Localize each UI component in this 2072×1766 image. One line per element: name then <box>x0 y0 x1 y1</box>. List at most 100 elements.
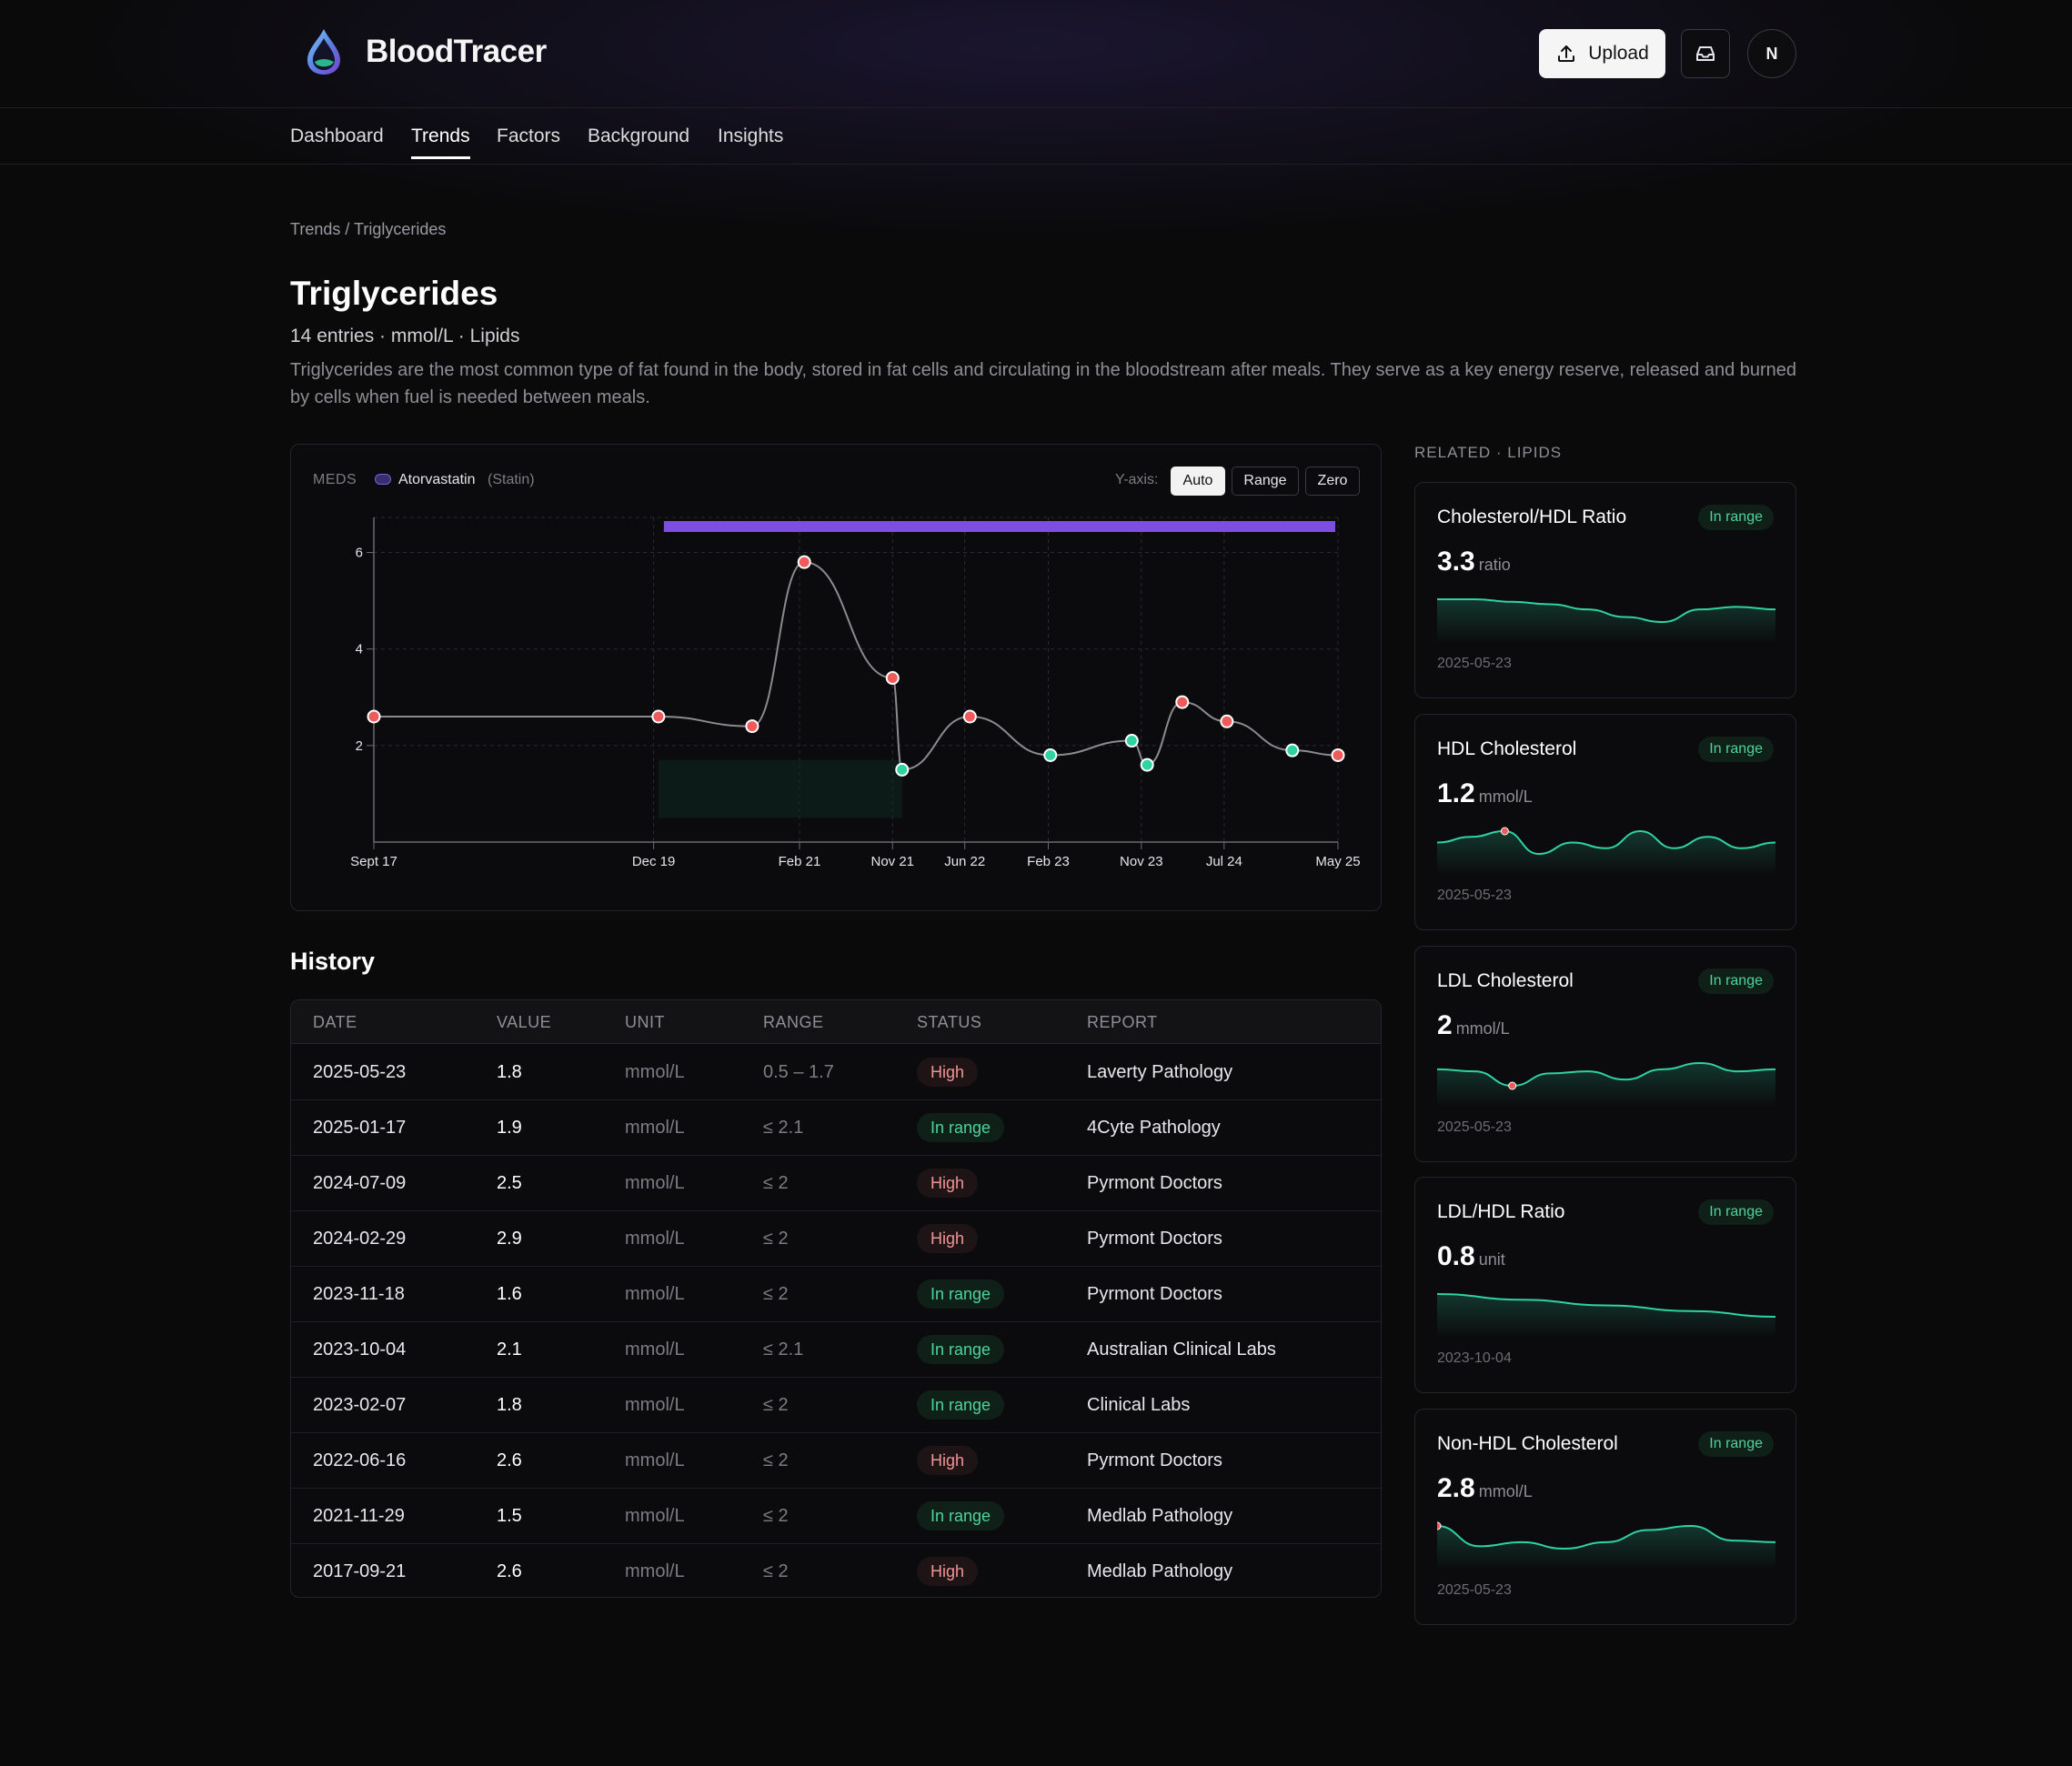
table-row[interactable]: 2022-06-16 2.6 mmol/L ≤ 2 High Pyrmont Doctor… <box>291 1433 1381 1489</box>
row-report[interactable]: Clinical Labs <box>1087 1395 1191 1415</box>
inbox-button[interactable] <box>1681 29 1730 78</box>
status-badge: High <box>917 1446 979 1475</box>
x-tick-label: Dec 19 <box>632 854 676 869</box>
top-bar: BloodTracer Upload N <box>0 0 2072 108</box>
column-header-report[interactable]: REPORT <box>1087 1013 1158 1031</box>
sparkline-flag-point <box>1437 1521 1442 1530</box>
related-card-date: 2025-05-23 <box>1437 888 1512 903</box>
row-date: 2023-10-04 <box>313 1340 407 1360</box>
table-row[interactable]: 2021-11-29 1.5 mmol/L ≤ 2 In range Medlab Pat… <box>291 1489 1381 1544</box>
medication-name[interactable]: Atorvastatin <box>398 472 476 487</box>
sparkline-area <box>1437 1294 1775 1338</box>
main-nav: Dashboard Trends Factors Background Insi… <box>0 109 2072 165</box>
yaxis-auto-button[interactable]: Auto <box>1171 467 1225 496</box>
related-value-number: 1.2 <box>1437 778 1475 808</box>
column-header-range[interactable]: RANGE <box>763 1013 824 1031</box>
status-badge: High <box>917 1557 979 1586</box>
breadcrumb[interactable]: Trends / Triglycerides <box>290 220 447 238</box>
page-description: Triglycerides are the most common type o… <box>290 360 1797 407</box>
row-value: 1.8 <box>497 1062 522 1082</box>
sparkline-area <box>1437 599 1775 643</box>
nav-tab-insights[interactable]: Insights <box>718 125 784 146</box>
sparkline-flag-point <box>1508 1081 1517 1090</box>
related-card-name: LDL/HDL Ratio <box>1437 1201 1565 1222</box>
related-card-value: 3.3 ratio <box>1437 547 1511 577</box>
related-card[interactable]: LDL/HDL Ratio In range 0.8 unit 2023-10-04 <box>1414 1177 1796 1393</box>
column-header-value[interactable]: VALUE <box>497 1013 552 1031</box>
row-report[interactable]: Australian Clinical Labs <box>1087 1340 1276 1360</box>
medication-class: (Statin) <box>488 472 535 487</box>
row-unit: mmol/L <box>625 1506 685 1526</box>
data-point <box>797 555 811 569</box>
related-card[interactable]: HDL Cholesterol In range 1.2 mmol/L 2025-05-… <box>1414 714 1796 930</box>
table-row[interactable]: 2024-02-29 2.9 mmol/L ≤ 2 High Pyrmont Doctor… <box>291 1211 1381 1267</box>
data-point <box>651 709 666 724</box>
column-header-date[interactable]: DATE <box>313 1013 357 1031</box>
nav-tab-background[interactable]: Background <box>588 125 690 146</box>
row-range: ≤ 2 <box>763 1173 789 1193</box>
sparkline-line <box>1437 1293 1775 1318</box>
row-date: 2024-02-29 <box>313 1229 407 1249</box>
yaxis-range-button[interactable]: Range <box>1232 467 1299 496</box>
upload-label: Upload <box>1588 43 1649 64</box>
table-row[interactable]: 2025-01-17 1.9 mmol/L ≤ 2.1 In range 4Cyte Pa… <box>291 1100 1381 1156</box>
yaxis-label: Y-axis: <box>1115 472 1159 487</box>
nav-tab-dashboard[interactable]: Dashboard <box>290 125 384 146</box>
nav-tab-factors[interactable]: Factors <box>497 125 561 146</box>
history-table: DATE VALUE UNIT RANGE STATUS REPORT 2025… <box>290 999 1382 1598</box>
column-header-status[interactable]: STATUS <box>917 1013 982 1031</box>
x-tick-label: Jul 24 <box>1206 854 1242 869</box>
x-tick-label: May 25 <box>1315 854 1360 869</box>
row-report[interactable]: Laverty Pathology <box>1087 1062 1233 1082</box>
row-report[interactable]: Pyrmont Doctors <box>1087 1284 1222 1304</box>
table-row[interactable]: 2023-02-07 1.8 mmol/L ≤ 2 In range Clinical L… <box>291 1378 1381 1433</box>
table-row[interactable]: 2024-07-09 2.5 mmol/L ≤ 2 High Pyrmont Doctor… <box>291 1156 1381 1211</box>
user-avatar[interactable]: N <box>1747 29 1796 78</box>
data-point <box>895 762 910 777</box>
row-date: 2024-07-09 <box>313 1173 407 1193</box>
sparkline <box>1437 1521 1775 1570</box>
upload-button[interactable]: Upload <box>1539 29 1665 78</box>
row-report[interactable]: Medlab Pathology <box>1087 1561 1233 1581</box>
y-tick-label: 2 <box>356 738 363 754</box>
table-row[interactable]: 2023-11-18 1.6 mmol/L ≤ 2 In range Pyrmont Do… <box>291 1267 1381 1322</box>
related-card-date: 2023-10-04 <box>1437 1350 1512 1366</box>
status-badge: In range <box>1698 1431 1774 1457</box>
related-value-number: 3.3 <box>1437 547 1475 577</box>
related-card-date: 2025-05-23 <box>1437 1582 1512 1598</box>
table-row[interactable]: 2023-10-04 2.1 mmol/L ≤ 2.1 In range Australi… <box>291 1322 1381 1378</box>
column-header-unit[interactable]: UNIT <box>625 1013 665 1031</box>
row-range: ≤ 2 <box>763 1395 789 1415</box>
x-tick-label: Feb 23 <box>1027 854 1070 869</box>
row-report[interactable]: Pyrmont Doctors <box>1087 1173 1222 1193</box>
related-card-name: HDL Cholesterol <box>1437 738 1577 759</box>
table-row[interactable]: 2025-05-23 1.8 mmol/L 0.5 – 1.7 High Laverty … <box>291 1045 1381 1100</box>
row-report[interactable]: 4Cyte Pathology <box>1087 1118 1221 1138</box>
row-report[interactable]: Pyrmont Doctors <box>1087 1450 1222 1470</box>
row-range: ≤ 2 <box>763 1284 789 1304</box>
data-point <box>962 709 977 724</box>
row-value: 2.1 <box>497 1340 522 1360</box>
row-date: 2022-06-16 <box>313 1450 407 1470</box>
row-range: ≤ 2.1 <box>763 1118 804 1138</box>
related-card[interactable]: Non-HDL Cholesterol In range 2.8 mmol/L 2025… <box>1414 1409 1796 1625</box>
y-tick-label: 4 <box>356 642 363 657</box>
related-card-value: 2.8 mmol/L <box>1437 1473 1533 1504</box>
related-value-unit: mmol/L <box>1455 1019 1510 1038</box>
related-card-name: LDL Cholesterol <box>1437 970 1574 991</box>
row-report[interactable]: Medlab Pathology <box>1087 1506 1233 1526</box>
related-card[interactable]: Cholesterol/HDL Ratio In range 3.3 ratio 202… <box>1414 482 1796 698</box>
page-subtitle: 14 entries · mmol/L · Lipids <box>290 326 520 346</box>
row-unit: mmol/L <box>625 1561 685 1581</box>
row-report[interactable]: Pyrmont Doctors <box>1087 1229 1222 1249</box>
row-date: 2021-11-29 <box>313 1506 405 1526</box>
sparkline <box>1437 827 1775 875</box>
table-row[interactable]: 2017-09-21 2.6 mmol/L ≤ 2 High Medlab Patholo… <box>291 1544 1381 1597</box>
related-card[interactable]: LDL Cholesterol In range 2 mmol/L 2025-05-23 <box>1414 946 1796 1162</box>
related-card-date: 2025-05-23 <box>1437 656 1512 671</box>
related-value-number: 0.8 <box>1437 1241 1475 1271</box>
row-date: 2023-02-07 <box>313 1395 407 1415</box>
yaxis-zero-button[interactable]: Zero <box>1305 467 1360 496</box>
nav-tab-trends[interactable]: Trends <box>411 125 470 159</box>
brand[interactable]: BloodTracer <box>304 27 547 76</box>
